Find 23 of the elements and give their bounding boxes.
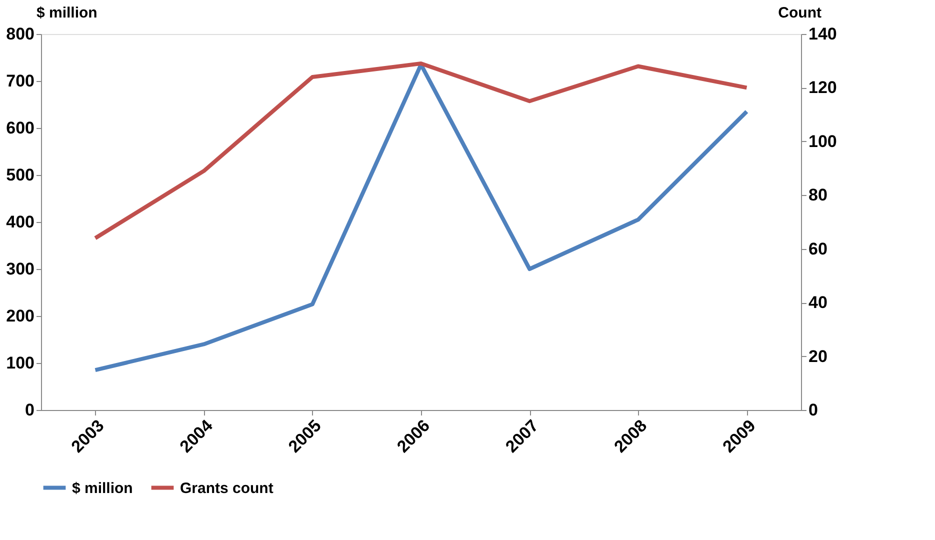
y-tick-label: 800 (6, 24, 34, 44)
y2-tick-label: 100 (808, 132, 837, 151)
y-tick-label: 200 (6, 306, 34, 326)
y-tick-label: 100 (6, 354, 34, 372)
y2-tick-label: 0 (808, 400, 818, 420)
y-axis-title: $ million (36, 4, 98, 22)
legend-label: $ million (72, 480, 133, 497)
y-tick-label: 600 (6, 118, 34, 138)
y-tick-label: 500 (6, 166, 34, 184)
y-tick-label: 0 (25, 400, 34, 420)
y2-tick-label: 120 (808, 78, 837, 98)
y-tick-label: 700 (6, 72, 34, 90)
y2-tick-label: 80 (808, 186, 828, 205)
legend-label: Grants count (180, 480, 274, 497)
y-tick-label: 300 (6, 260, 34, 278)
y2-tick-label: 20 (808, 346, 828, 366)
line-series (93, 62, 749, 372)
y2-tick-label: 140 (808, 24, 837, 44)
line-series (93, 62, 749, 240)
y2-tick-label: 40 (808, 293, 828, 312)
y2-axis-title: Count (778, 4, 822, 22)
y2-tick-label: 60 (808, 239, 828, 258)
y-tick-label: 400 (6, 212, 34, 232)
